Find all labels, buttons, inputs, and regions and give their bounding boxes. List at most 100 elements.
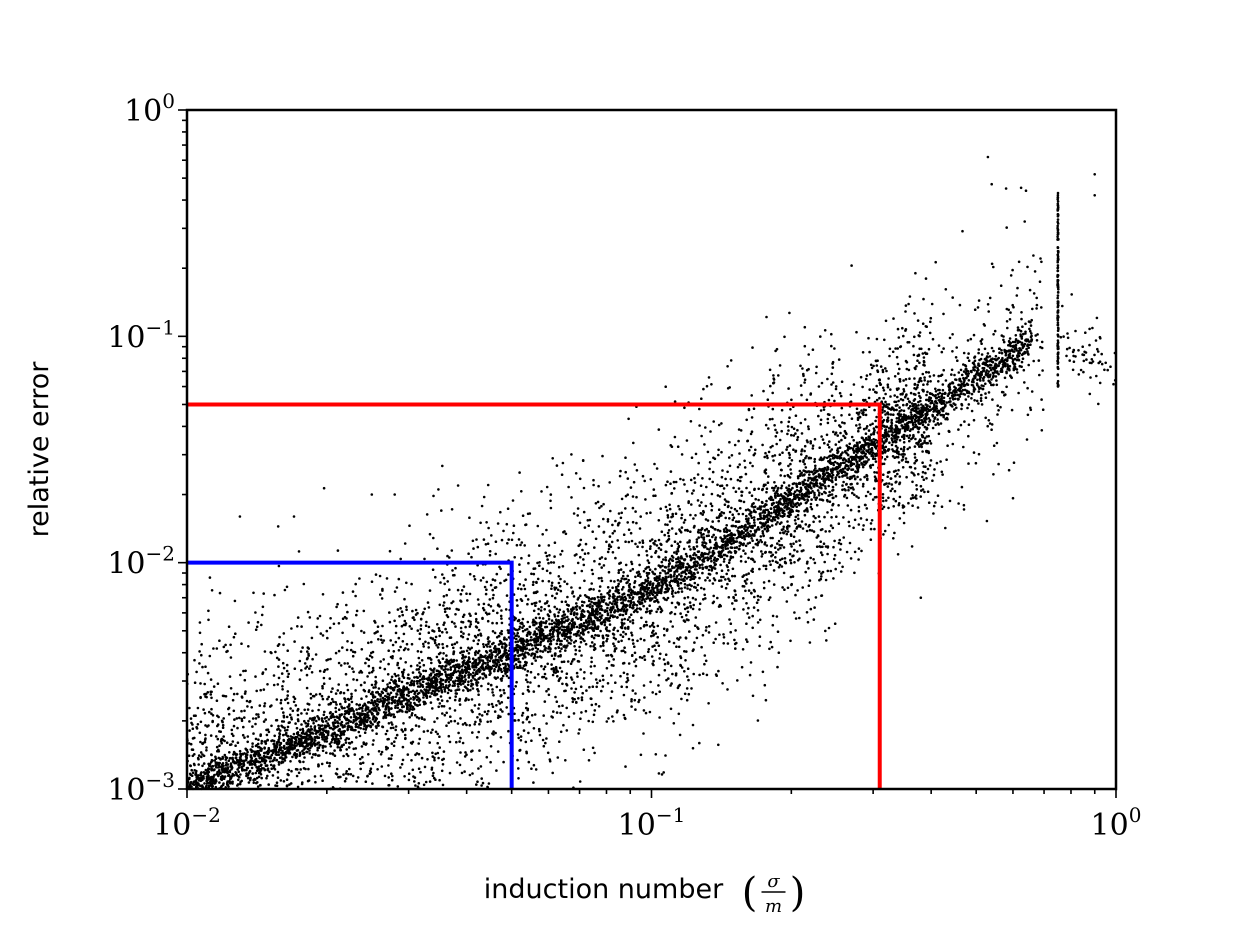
scatter-point (581, 637, 585, 641)
scatter-point (345, 748, 349, 751)
scatter-point (988, 366, 992, 370)
scatter-point (895, 417, 899, 420)
scatter-point (740, 542, 743, 546)
scatter-point (404, 702, 408, 706)
scatter-point (907, 407, 910, 410)
scatter-point (953, 408, 956, 411)
scatter-point (747, 556, 750, 560)
scatter-point (881, 386, 885, 390)
scatter-point (677, 556, 680, 559)
scatter-point (770, 524, 774, 527)
scatter-point (494, 659, 498, 662)
scatter-point (1016, 326, 1020, 329)
scatter-point (455, 692, 459, 695)
scatter-point (282, 744, 286, 748)
scatter-point (567, 618, 570, 621)
scatter-point (582, 748, 586, 751)
scatter-point (918, 412, 921, 416)
scatter-point (685, 528, 689, 532)
scatter-point (292, 700, 296, 704)
scatter-point (436, 623, 439, 626)
scatter-point (350, 692, 353, 696)
scatter-point (891, 431, 895, 434)
scatter-point (677, 590, 680, 594)
scatter-point (1030, 318, 1033, 322)
scatter-point (255, 625, 259, 629)
scatter-point (247, 781, 251, 784)
scatter-point (468, 516, 471, 519)
scatter-point (238, 749, 242, 753)
scatter-point (756, 526, 760, 529)
scatter-point (693, 557, 696, 560)
scatter-point (200, 784, 204, 787)
scatter-point (914, 403, 917, 406)
scatter-point (591, 604, 594, 608)
scatter-point (693, 624, 697, 627)
scatter-point (467, 652, 471, 655)
scatter-point (419, 673, 423, 676)
scatter-point (439, 683, 443, 687)
scatter-point (769, 640, 772, 644)
scatter-point (870, 446, 874, 450)
scatter-point (619, 580, 622, 583)
scatter-point (712, 558, 716, 562)
scatter-point (456, 682, 460, 686)
scatter-point (658, 657, 661, 660)
scatter-point (942, 415, 945, 419)
scatter-point (294, 722, 297, 725)
scatter-point (698, 566, 701, 570)
scatter-point (719, 579, 723, 582)
scatter-point (354, 723, 358, 726)
scatter-point (371, 723, 375, 726)
scatter-point (1005, 370, 1008, 374)
scatter-point (434, 730, 438, 734)
scatter-point (890, 418, 893, 422)
scatter-point (714, 538, 717, 541)
scatter-point (355, 609, 359, 613)
scatter-point (504, 664, 507, 668)
scatter-point (657, 684, 660, 687)
scatter-point (717, 550, 720, 554)
scatter-point (608, 623, 612, 626)
scatter-point (578, 634, 581, 637)
scatter-point (226, 649, 229, 653)
scatter-point (620, 577, 624, 580)
scatter-point (452, 670, 456, 673)
scatter-point (976, 366, 979, 370)
scatter-point (349, 728, 353, 731)
scatter-point (486, 658, 490, 662)
scatter-point (680, 587, 683, 590)
scatter-point (908, 377, 911, 381)
scatter-point (793, 611, 796, 614)
scatter-point (939, 422, 943, 425)
scatter-point (362, 727, 365, 731)
scatter-point (908, 434, 912, 437)
scatter-point (268, 760, 272, 763)
scatter-point (492, 661, 496, 664)
scatter-point (231, 740, 235, 743)
scatter-point (393, 619, 396, 623)
scatter-point (960, 373, 964, 377)
scatter-point (428, 741, 432, 744)
scatter-point (902, 437, 906, 441)
scatter-point (972, 368, 975, 372)
scatter-point (387, 662, 390, 666)
scatter-point (762, 509, 765, 512)
scatter-point (738, 541, 741, 544)
scatter-point (378, 708, 381, 712)
scatter-point (575, 605, 579, 608)
scatter-point (241, 733, 245, 737)
scatter-point (845, 473, 848, 477)
scatter-point (1001, 356, 1004, 360)
scatter-point (931, 413, 934, 417)
scatter-point (552, 628, 556, 631)
scatter-point (1009, 349, 1012, 353)
scatter-point (474, 625, 478, 628)
scatter-point (553, 615, 557, 618)
scatter-point (246, 776, 250, 780)
scatter-point (693, 581, 697, 585)
scatter-point (243, 768, 246, 772)
scatter-point (748, 448, 751, 452)
scatter-point (991, 383, 995, 387)
scatter-point (954, 393, 957, 397)
